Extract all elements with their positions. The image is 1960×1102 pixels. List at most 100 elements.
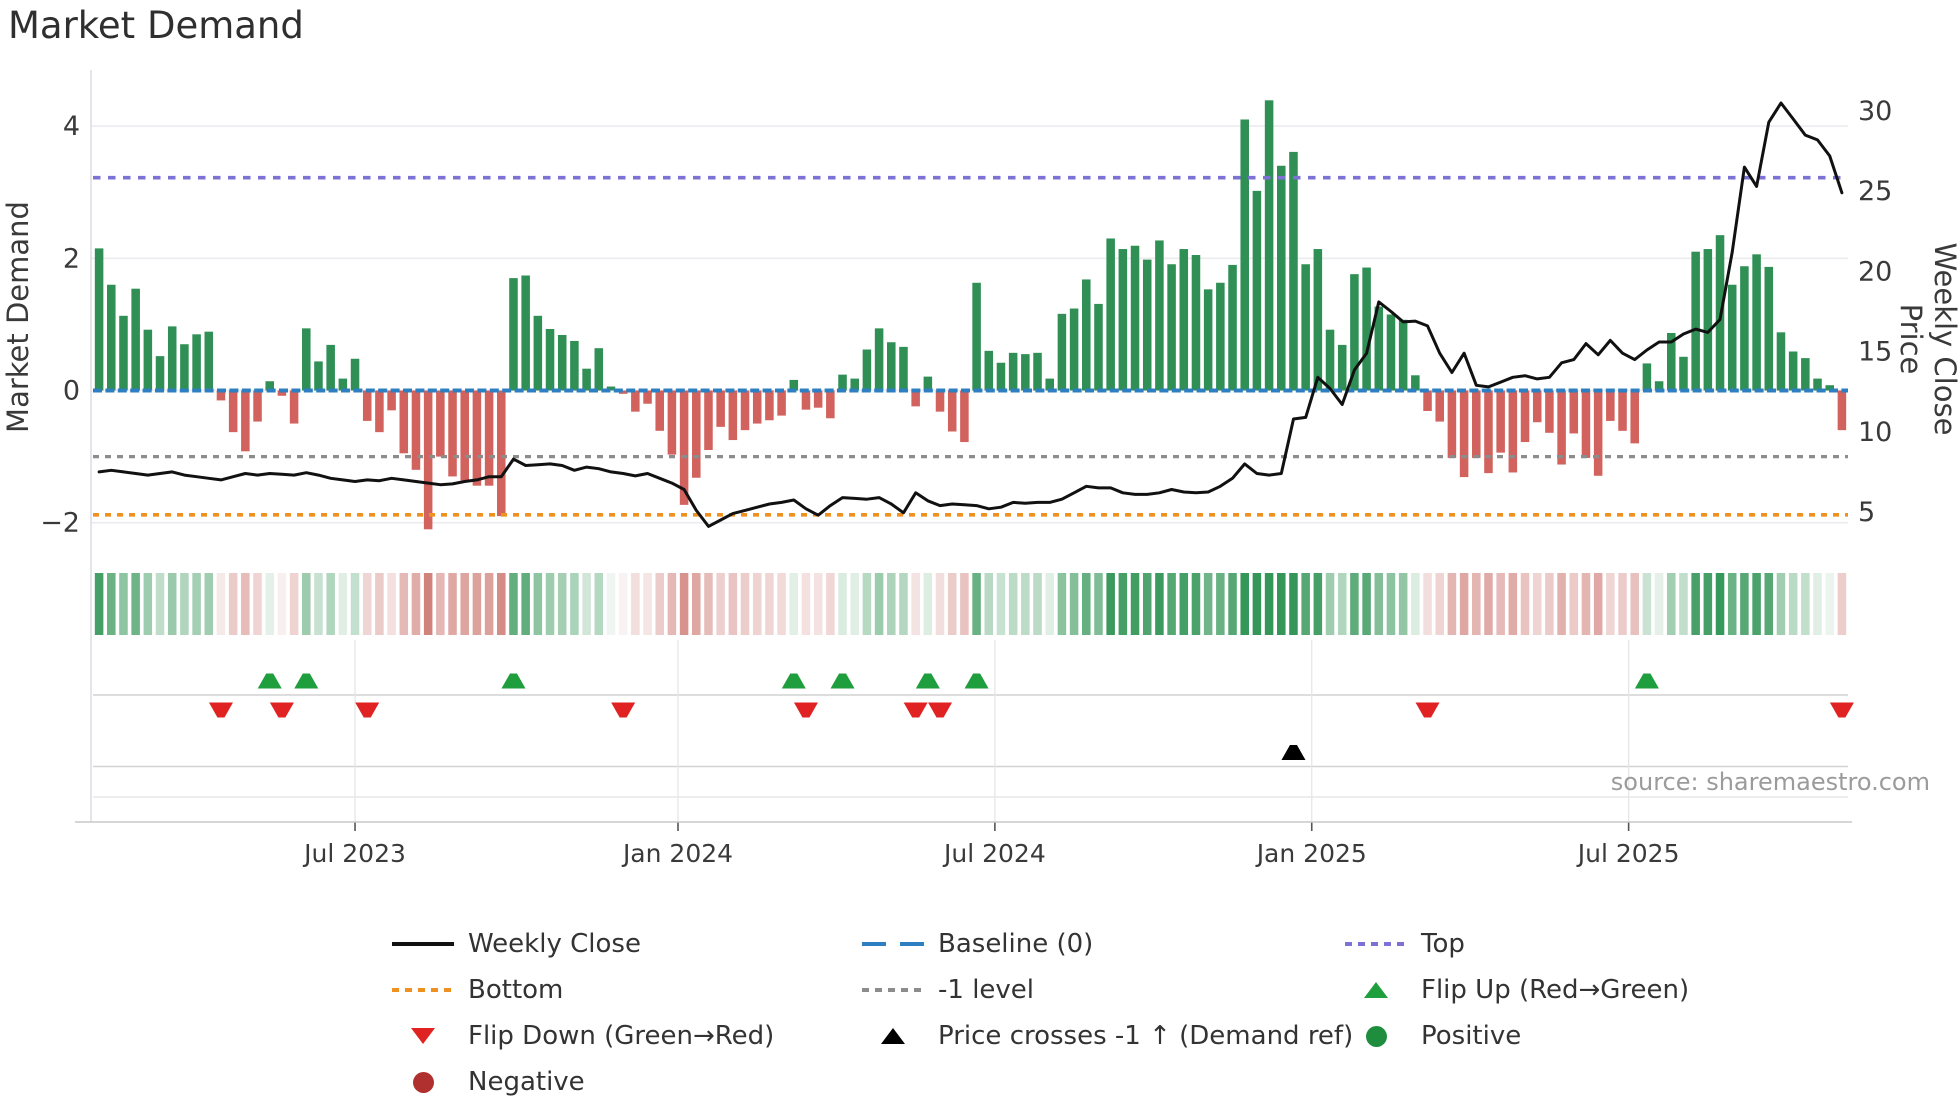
heatmap-cell [448, 573, 457, 635]
top-dotted-line-icon [1345, 933, 1407, 955]
heatmap-cell [411, 573, 421, 635]
heatmap-cell [1459, 573, 1469, 635]
heatmap-cell [972, 573, 981, 635]
demand-bar [1313, 249, 1323, 391]
legend-label: -1 level [938, 975, 1035, 1005]
demand-bar [253, 390, 262, 422]
legend-label: Top [1421, 929, 1465, 959]
minus1-dotted-line-icon [862, 979, 924, 1001]
heatmap-cell [521, 573, 530, 635]
demand-bar [1618, 390, 1627, 431]
heatmap-cell [1593, 573, 1603, 635]
heatmap-cell [1386, 573, 1396, 635]
demand-bar [314, 361, 323, 391]
legend-label: Positive [1421, 1021, 1522, 1051]
heatmap-cell [1277, 573, 1286, 635]
heatmap-cell [631, 573, 640, 635]
legend-item-positive: Positive [1345, 1019, 1521, 1053]
flip-down-marker [611, 702, 636, 718]
heatmap-cell [423, 573, 433, 635]
demand-bar [1557, 390, 1566, 465]
demand-bar [752, 390, 762, 424]
y-left-tick-label: 0 [63, 376, 80, 407]
price-cross-triangle-icon [862, 1025, 924, 1047]
heatmap-cell [1301, 573, 1310, 635]
heatmap-cell [850, 573, 859, 635]
heatmap-cell [911, 573, 920, 635]
positive-circle-icon [1345, 1025, 1407, 1047]
heatmap-cell [1069, 573, 1079, 635]
heatmap-cell [436, 573, 445, 635]
demand-bar [1654, 381, 1664, 391]
demand-bar [557, 334, 567, 391]
heatmap-cell [655, 573, 664, 635]
flip-up-marker [830, 673, 855, 689]
demand-bar [801, 390, 811, 410]
legend-label: Price crosses -1 ↑ (Demand ref) [938, 1021, 1354, 1051]
heatmap-cell [1813, 573, 1822, 635]
heatmap-cell [984, 573, 994, 635]
flip-up-marker [1634, 673, 1659, 689]
legend-item-top: Top [1345, 927, 1465, 961]
demand-bar [131, 288, 140, 391]
heatmap-cell [277, 573, 287, 635]
demand-bar [143, 329, 153, 391]
heatmap-cell [1033, 573, 1042, 635]
heatmap-cell [1532, 573, 1542, 635]
demand-bar [655, 390, 664, 431]
demand-bar [1362, 267, 1371, 391]
demand-bar [265, 381, 274, 391]
demand-bar [716, 390, 725, 427]
demand-bar [1008, 352, 1018, 391]
demand-bar [167, 326, 177, 391]
legend-item-weekly-close: Weekly Close [392, 927, 641, 961]
demand-bar [107, 284, 116, 391]
demand-bar [350, 358, 360, 391]
demand-bar [1801, 358, 1810, 391]
source-note: source: sharemaestro.com [1610, 768, 1930, 796]
legend-label: Negative [468, 1067, 585, 1097]
demand-bar [1191, 254, 1201, 391]
demand-bar [241, 390, 250, 452]
heatmap-cell [1264, 573, 1274, 635]
heatmap-cell [265, 573, 274, 635]
flip-down-marker [1829, 702, 1854, 718]
heatmap-cell [1569, 573, 1579, 635]
flip-down-marker [903, 702, 928, 718]
demand-bar [180, 344, 189, 391]
demand-bar [1667, 332, 1676, 391]
demand-bar [874, 328, 884, 391]
heatmap-cell [241, 573, 250, 635]
heatmap-cell [667, 573, 677, 635]
heatmap-cell [1435, 573, 1444, 635]
heatmap-cell [326, 573, 335, 635]
demand-bar [899, 346, 908, 391]
heatmap-cell [643, 573, 652, 635]
y-right-tick-label: 5 [1858, 497, 1875, 528]
demand-bar [521, 275, 530, 391]
demand-bar [692, 390, 701, 478]
baseline-dashed-line-icon [862, 933, 924, 955]
heatmap-cell [606, 573, 616, 635]
demand-bar [1435, 390, 1444, 422]
demand-bar [1776, 332, 1786, 391]
flip-down-marker [269, 702, 294, 718]
heatmap-cell [960, 573, 969, 635]
demand-bar [1472, 390, 1481, 458]
demand-bar [1301, 264, 1310, 391]
legend-label: Bottom [468, 975, 564, 1005]
heatmap-cell [253, 573, 262, 635]
demand-bar [533, 315, 543, 391]
demand-bar [1289, 151, 1298, 391]
heatmap-cell [1252, 573, 1262, 635]
demand-bar [423, 390, 433, 530]
heatmap-cell [545, 573, 555, 635]
demand-bar [338, 378, 348, 391]
heatmap-cell [947, 573, 957, 635]
demand-bar [1337, 344, 1347, 391]
bottom-dotted-line-icon [392, 979, 454, 1001]
flip-up-marker [294, 673, 319, 689]
heatmap-cell [1423, 573, 1432, 635]
flip-down-marker [793, 702, 818, 718]
